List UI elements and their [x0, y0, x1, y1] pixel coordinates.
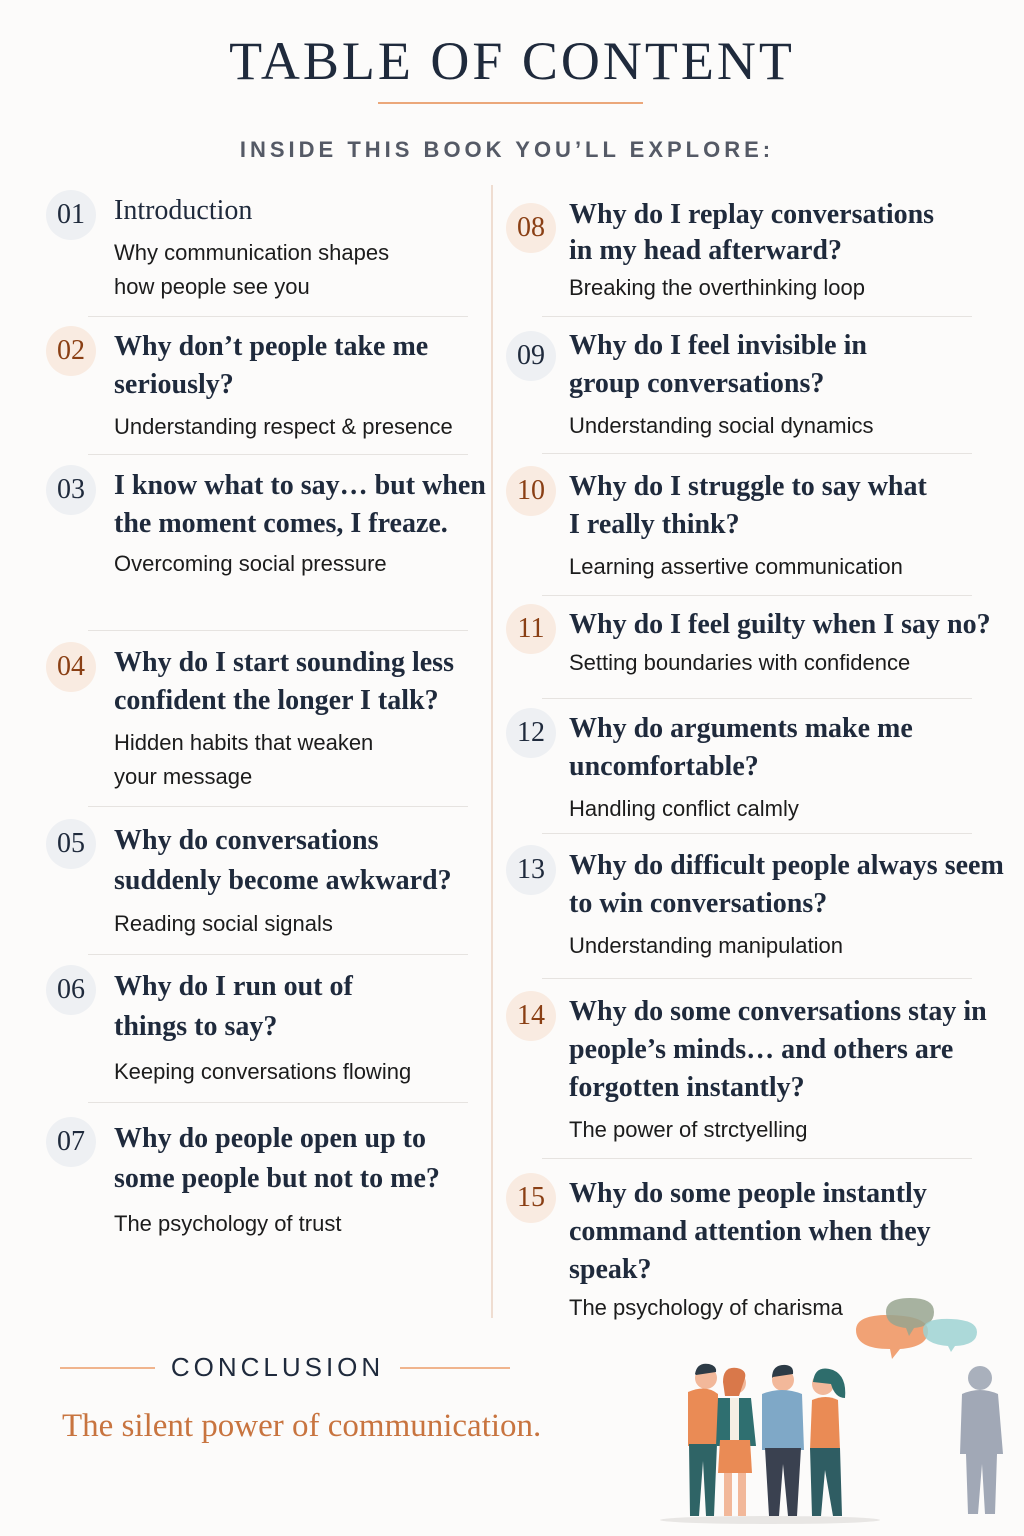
chapter-subtitle: Understanding social dynamics — [569, 413, 874, 438]
chapter-number-badge: 02 — [46, 326, 96, 376]
observer-silhouette-icon — [960, 1366, 1003, 1514]
chapter-subtitle: Learning assertive communication — [569, 554, 903, 579]
divider — [88, 630, 468, 631]
chapter-14[interactable]: 14 Why do some conversations stay in peo… — [506, 991, 994, 1147]
divider — [542, 1158, 972, 1159]
divider — [542, 978, 972, 979]
divider — [542, 595, 972, 596]
divider — [88, 454, 468, 455]
person-3-icon — [762, 1364, 804, 1516]
chapter-08[interactable]: 08 Why do I replay conversations in my h… — [506, 197, 939, 305]
chapter-number-badge: 14 — [506, 991, 556, 1041]
chapter-number-badge: 09 — [506, 331, 556, 381]
chapter-number-badge: 05 — [46, 819, 96, 869]
chapter-07[interactable]: 07 Why do people open up to some people … — [46, 1117, 474, 1241]
chapter-subtitle: Overcoming social pressure — [114, 551, 387, 576]
chapter-title: Why do I start sounding less confident t… — [114, 647, 454, 716]
chapter-title: Why do conversations suddenly become awk… — [114, 825, 452, 896]
divider — [542, 833, 972, 834]
chapter-13[interactable]: 13 Why do difficult people always seem t… — [506, 845, 1009, 963]
divider — [542, 316, 972, 317]
chapter-02[interactable]: 02 Why don’t people take me seriously? U… — [46, 326, 453, 444]
chapter-number-badge: 10 — [506, 466, 556, 516]
chapter-15[interactable]: 15 Why do some people instantly command … — [506, 1173, 939, 1325]
chapter-10[interactable]: 10 Why do I struggle to say what I reall… — [506, 466, 929, 584]
chapter-title: Why do I feel guilty when I say no? — [569, 609, 991, 640]
chapter-number-badge: 03 — [46, 465, 96, 515]
chapter-title: Why do I struggle to say what I really t… — [569, 471, 927, 540]
chapter-subtitle: The power of strctyelling — [569, 1117, 808, 1142]
page-subtitle: INSIDE THIS BOOK YOU’LL EXPLORE: — [239, 137, 775, 162]
chapter-title: Why do some people instantly command att… — [569, 1178, 931, 1285]
person-1-icon — [688, 1363, 718, 1516]
chapter-number-badge: 12 — [506, 708, 556, 758]
chapter-subtitle: Keeping conversations flowing — [114, 1059, 412, 1084]
chapter-number-badge: 01 — [46, 190, 96, 240]
chapter-subtitle: Setting boundaries with confidence — [569, 650, 911, 675]
chapter-06[interactable]: 06 Why do I run out of things to say? Ke… — [46, 965, 411, 1089]
person-2-icon — [716, 1367, 756, 1516]
chapter-12[interactable]: 12 Why do arguments make me uncomfortabl… — [506, 708, 919, 826]
chapter-title: Why do some conversations stay in people… — [569, 996, 987, 1103]
chapter-title: Why don’t people take me seriously? — [114, 331, 429, 400]
chapter-title: Why do I replay conversations in my head… — [569, 199, 935, 266]
chapter-subtitle: Handling conflict calmly — [569, 796, 799, 821]
chapter-number-badge: 15 — [506, 1173, 556, 1223]
chapter-number-badge: 13 — [506, 845, 556, 895]
ground-shadow — [660, 1516, 880, 1524]
chapter-number-badge: 04 — [46, 642, 96, 692]
chapter-number-badge: 11 — [506, 604, 556, 654]
chapter-subtitle: Breaking the overthinking loop — [569, 275, 865, 300]
divider — [542, 698, 972, 699]
chapter-subtitle: Why communication shapes how people see … — [114, 240, 390, 299]
conclusion-rule-left — [60, 1367, 155, 1369]
chapter-title: I know what to say… but when the moment … — [114, 470, 486, 539]
conclusion-rule-right — [400, 1367, 510, 1369]
chapter-04[interactable]: 04 Why do I start sounding less confiden… — [46, 642, 479, 794]
column-divider — [491, 185, 493, 1318]
chapter-number-badge: 06 — [46, 965, 96, 1015]
chapter-01[interactable]: 01 Introduction Why communication shapes… — [46, 190, 454, 304]
chapter-subtitle: The psychology of trust — [114, 1211, 342, 1236]
chapter-subtitle: Hidden habits that weaken your message — [114, 730, 374, 789]
chapter-title: Why do I feel invisible in group convers… — [569, 330, 867, 399]
speech-bubbles-icon — [856, 1298, 977, 1359]
title-underline — [378, 102, 643, 104]
chapter-subtitle: Reading social signals — [114, 911, 333, 936]
chapter-title: Why do I run out of things to say? — [114, 971, 353, 1042]
group-conversation-illustration — [660, 1298, 1003, 1524]
chapter-title: Why do arguments make me uncomfortable? — [569, 713, 913, 782]
conclusion-text[interactable]: The silent power of communication. — [62, 1408, 542, 1444]
chapter-title: Why do difficult people always seem to w… — [569, 850, 1004, 919]
chapter-05[interactable]: 05 Why do conversations suddenly become … — [46, 819, 479, 941]
divider — [88, 806, 468, 807]
divider — [88, 954, 468, 955]
divider — [88, 1102, 468, 1103]
chapter-09[interactable]: 09 Why do I feel invisible in group conv… — [506, 327, 889, 443]
chapter-subtitle: Understanding respect & presence — [114, 414, 453, 439]
divider — [88, 316, 468, 317]
chapter-subtitle: The psychology of charisma — [569, 1295, 843, 1320]
person-4-icon — [810, 1368, 846, 1516]
page-title: TABLE OF CONTENT — [229, 31, 795, 91]
chapter-subtitle: Understanding manipulation — [569, 933, 843, 958]
chapter-title: Why do people open up to some people but… — [114, 1123, 440, 1194]
chapter-title: Introduction — [114, 195, 253, 226]
chapter-number-badge: 07 — [46, 1117, 96, 1167]
chapter-number-badge: 08 — [506, 203, 556, 253]
chapter-03[interactable]: 03 I know what to say… but when the mome… — [46, 465, 489, 581]
chapter-11[interactable]: 11 Why do I feel guilty when I say no? S… — [506, 604, 1009, 680]
divider — [542, 453, 972, 454]
conclusion-label: CONCLUSION — [170, 1352, 385, 1382]
